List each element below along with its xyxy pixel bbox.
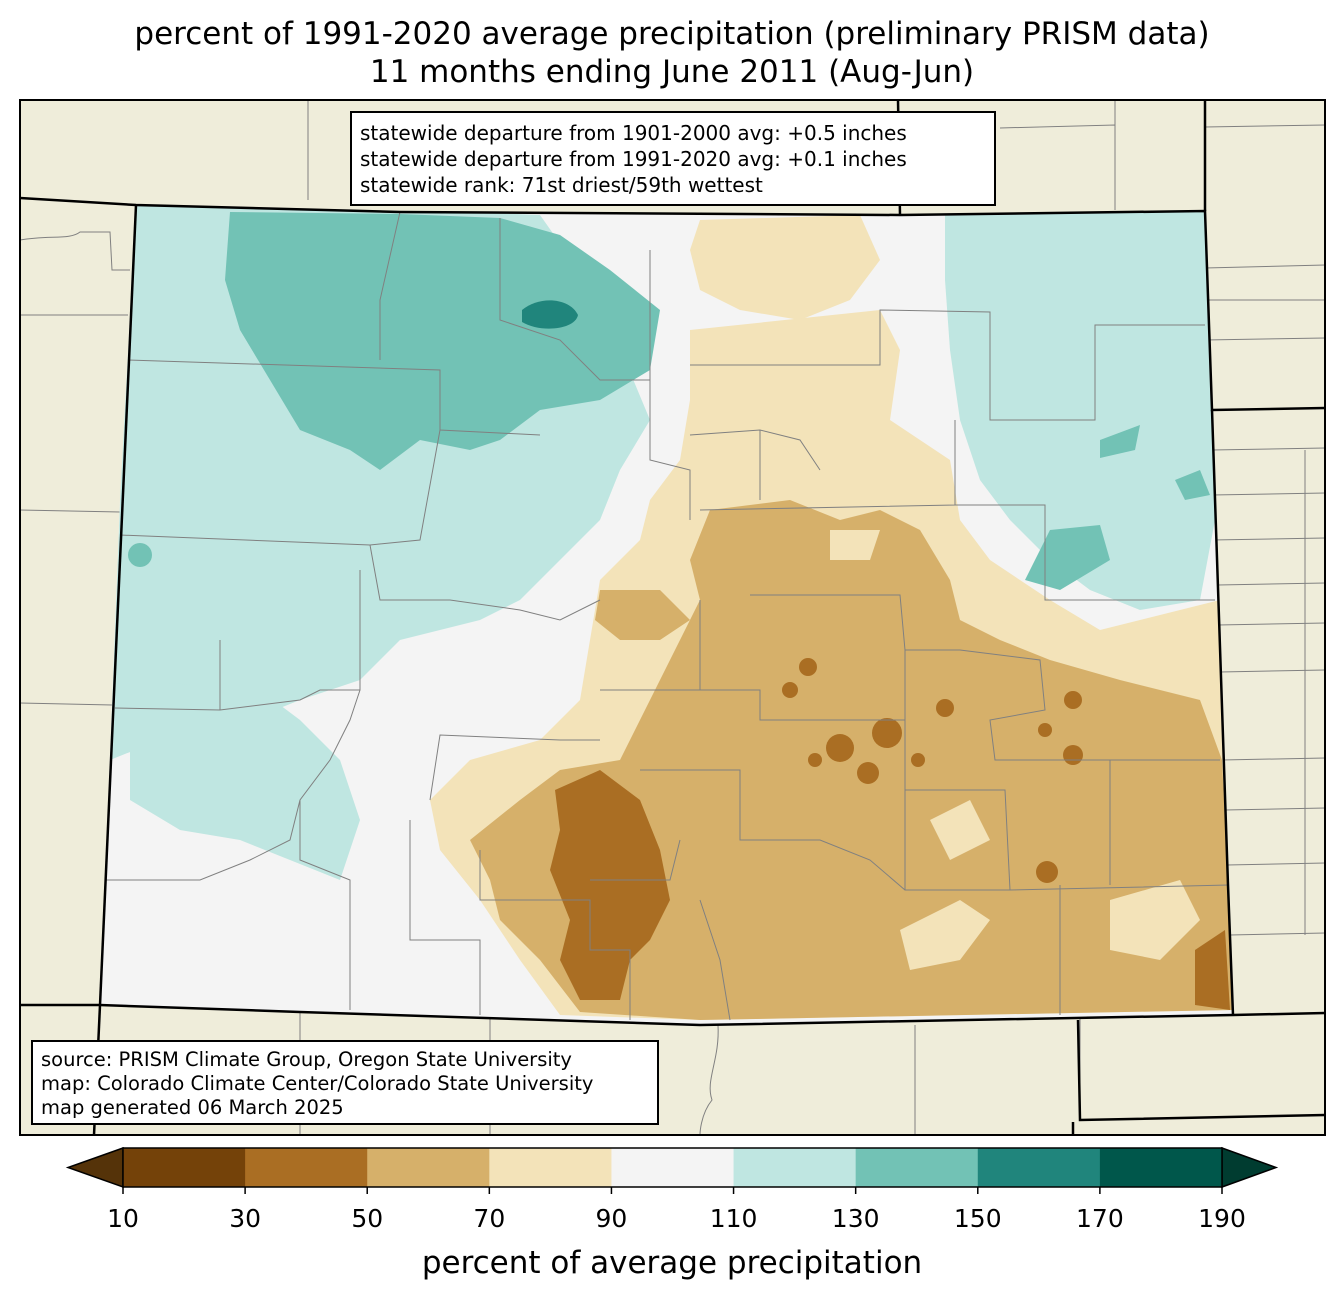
colorbar-under-arrow bbox=[65, 1146, 124, 1189]
colorbar-over-arrow bbox=[1221, 1146, 1279, 1189]
statewide-stats-box: statewide departure from 1901-2000 avg: … bbox=[350, 111, 996, 206]
colorbar-tick-label: 190 bbox=[1198, 1204, 1246, 1233]
map-generated-line: map generated 06 March 2025 bbox=[41, 1096, 344, 1119]
map-frame bbox=[19, 99, 1326, 1136]
colorado-precip-field bbox=[100, 205, 1233, 1025]
stats-departure-1991-2020: statewide departure from 1991-2020 avg: … bbox=[360, 147, 907, 171]
colorbar-label: percent of average precipitation bbox=[421, 1245, 923, 1281]
colorbar-bin-30-50 bbox=[245, 1148, 368, 1187]
colorbar-tick-label: 110 bbox=[709, 1204, 758, 1233]
colorbar-tick-label: 50 bbox=[351, 1204, 384, 1233]
colorbar-bin-10-30 bbox=[123, 1148, 246, 1187]
map-title-line1: percent of 1991-2020 average precipitati… bbox=[134, 16, 1210, 52]
colorbar-tick-label: 10 bbox=[107, 1204, 139, 1233]
colorbar-bin-110-130 bbox=[733, 1148, 857, 1187]
colorbar-bin-50-70 bbox=[367, 1148, 490, 1187]
colorbar-bin-70-90 bbox=[489, 1148, 612, 1187]
colorbar-tick-label: 170 bbox=[1076, 1204, 1124, 1233]
colorbar-bin-150-170 bbox=[977, 1148, 1101, 1187]
colorbar-tick-label: 30 bbox=[229, 1204, 262, 1233]
colorbar-bin-130-150 bbox=[855, 1148, 979, 1187]
colorbar-tick-label: 150 bbox=[953, 1204, 1002, 1233]
stats-departure-1901-2000: statewide departure from 1901-2000 avg: … bbox=[360, 121, 907, 145]
neighbor-county-lines bbox=[20, 100, 1325, 1135]
colorbar-bin-170-190 bbox=[1099, 1148, 1223, 1187]
county-lines bbox=[105, 211, 1231, 1021]
map-credit-line: map: Colorado Climate Center/Colorado St… bbox=[41, 1072, 594, 1095]
colorbar-tick-label: 130 bbox=[831, 1204, 880, 1233]
colorbar-outline bbox=[122, 1147, 1223, 1188]
source-box: source: PRISM Climate Group, Oregon Stat… bbox=[31, 1040, 659, 1125]
map-title-line2: 11 months ending June 2011 (Aug-Jun) bbox=[369, 54, 975, 90]
colorbar-bin-90-110 bbox=[611, 1148, 735, 1187]
colorbar bbox=[65, 1146, 1279, 1194]
colorbar-tick-label: 70 bbox=[473, 1204, 506, 1233]
stats-rank: statewide rank: 71st driest/59th wettest bbox=[360, 173, 763, 197]
colorbar-tick-label: 90 bbox=[595, 1204, 628, 1233]
source-line: source: PRISM Climate Group, Oregon Stat… bbox=[41, 1048, 572, 1071]
